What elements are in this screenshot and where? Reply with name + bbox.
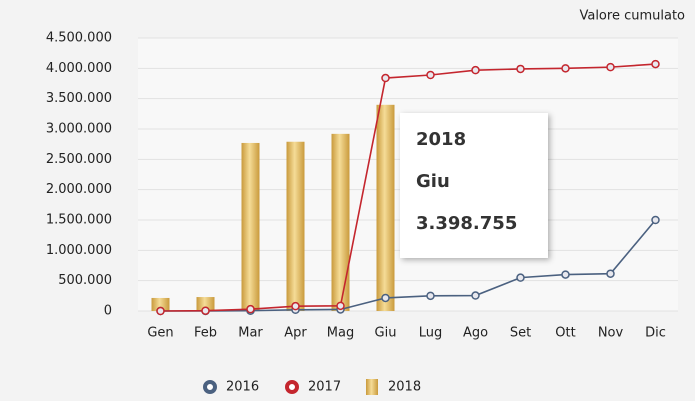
point: [246, 304, 255, 314]
tooltip: 2018 Giu 3.398.755: [400, 113, 548, 258]
point: [561, 64, 570, 73]
point: [606, 62, 615, 72]
legend-marker: [285, 380, 299, 394]
bar: [151, 297, 170, 311]
y-tick-label: 500.000: [58, 273, 112, 288]
chart-title: Valore cumulato: [579, 9, 685, 24]
legend-label: 2018: [388, 380, 421, 395]
y-tick-label: 1.500.000: [46, 213, 112, 228]
x-tick-label: Mar: [238, 326, 263, 341]
x-tick-label: Ott: [555, 326, 575, 341]
y-tick-label: 4.000.000: [46, 61, 112, 76]
x-tick-label: Apr: [284, 326, 307, 341]
y-tick-label: 1.000.000: [46, 243, 112, 258]
x-tick-label: Giu: [375, 326, 397, 341]
tooltip-series: 2018: [416, 129, 466, 150]
point: [516, 273, 525, 282]
bar: [331, 133, 350, 311]
y-tick-label: 3.000.000: [46, 122, 112, 137]
y-tick-label: 2.500.000: [46, 152, 112, 167]
y-tick-label: 4.500.000: [46, 31, 112, 46]
bar: [196, 297, 215, 311]
point: [156, 306, 165, 316]
point: [381, 293, 390, 303]
x-tick-label: Feb: [194, 326, 217, 341]
point: [471, 65, 480, 75]
legend-marker: [366, 379, 378, 395]
line: [160, 63, 656, 312]
point: [381, 73, 390, 83]
point: [291, 301, 300, 311]
bar: [286, 141, 305, 311]
y-tick-label: 2.000.000: [46, 182, 112, 197]
point: [426, 291, 435, 301]
x-tick-label: Dic: [645, 326, 666, 341]
y-tick-label: 0: [104, 304, 112, 319]
x-tick-label: Set: [510, 326, 531, 341]
point: [516, 64, 525, 74]
tooltip-value: 3.398.755: [416, 213, 517, 234]
x-tick-label: Lug: [419, 326, 443, 341]
legend-label: 2016: [226, 380, 259, 395]
point: [606, 269, 615, 278]
line: [160, 219, 657, 312]
legend-label: 2017: [308, 380, 341, 395]
tooltip-category: Giu: [416, 171, 450, 192]
x-tick-label: Nov: [598, 326, 624, 341]
legend-marker: [203, 380, 217, 394]
point: [651, 59, 660, 69]
point: [561, 270, 570, 279]
point: [651, 215, 660, 225]
point: [426, 70, 435, 80]
x-tick-label: Mag: [327, 326, 354, 341]
point: [336, 301, 345, 311]
bar: [376, 104, 395, 311]
x-tick-label: Gen: [147, 326, 173, 341]
x-tick-label: Ago: [463, 326, 488, 341]
y-tick-label: 3.500.000: [46, 91, 112, 106]
point: [471, 291, 480, 300]
point: [201, 306, 210, 315]
tooltip-box: [400, 113, 548, 258]
bar: [241, 142, 260, 311]
